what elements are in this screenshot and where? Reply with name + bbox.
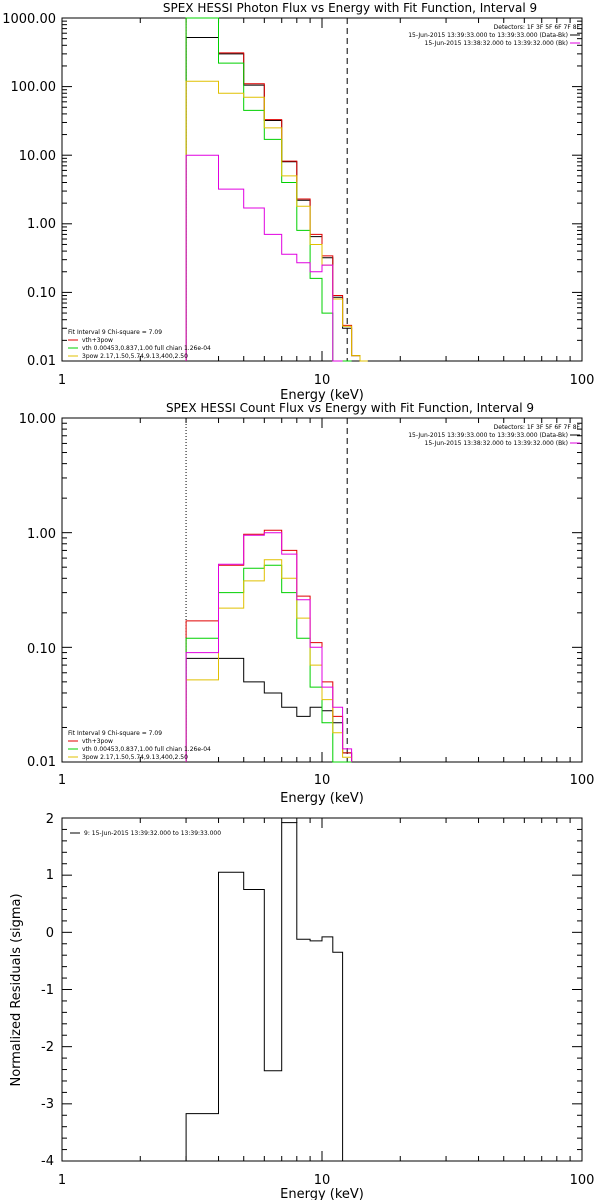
photon-fit-interval: Fit Interval 9 Chi-square = 7.09 [68,329,162,336]
count-header-detectors: Detectors: 1F 3F 5F 6F 7F 8F [494,424,581,431]
residuals-xtick-label: 10 [314,1173,331,1188]
photon-series-line-3 [185,80,368,362]
residuals-ytick-label: 0 [46,926,54,941]
photon-ytick-label: 1.00 [27,217,56,232]
photon-reference-lines [185,18,348,361]
photon-ytick-label: 0.01 [27,354,56,369]
count-series-line-4 [185,532,353,762]
count-fit-3pow: 3pow 2.17,1.50,5.74,9.13,400,2.50 [82,754,188,761]
residuals-ytick-label: -2 [41,1040,54,1055]
residuals-x-axis-label: Energy (keV) [280,1187,364,1200]
residuals-y-axis-label: Normalized Residuals (sigma) [9,893,24,1086]
photon-ytick-label: 0.10 [27,286,56,301]
count-series-group [185,529,353,763]
count-ytick-label: 1.00 [27,527,56,542]
count-xtick-label: 10 [314,773,331,788]
count-x-axis-label: Energy (keV) [280,791,364,806]
photon-series-line-4 [185,154,343,362]
photon-chart-title: SPEX HESSI Photon Flux vs Energy with Fi… [163,1,537,15]
count-series-line-0 [185,657,353,762]
photon-x-axis-label: Energy (keV) [280,388,364,403]
residuals-ytick-label: 2 [46,812,54,827]
residuals-series-group [185,822,344,1161]
photon-xtick-label: 100 [570,373,595,388]
count-ytick-label: 0.01 [27,755,56,770]
residuals-ytick-label: -3 [41,1097,54,1112]
photon-axis-ticks [61,17,582,362]
photon-ytick-label: 1000.00 [2,12,56,27]
photon-header-data-interval: 15-Jun-2015 13:39:33.000 to 13:39:33.000… [408,32,568,39]
count-ytick-label: 10.00 [19,412,56,427]
count-fit-model: vth+3pow [82,738,113,745]
count-fit-vth: vth 0.00453,0.837,1.00 full chian 1.26e-… [82,746,211,753]
residuals-panel: 1 10 100 Energy (keV) -4 -3 -2 -1 0 1 2 … [9,812,594,1200]
count-xtick-label: 100 [570,773,595,788]
photon-xtick-label: 1 [58,373,66,388]
count-header-data-interval: 15-Jun-2015 13:39:33.000 to 13:39:33.000… [408,432,568,439]
count-chart-title: SPEX HESSI Count Flux vs Energy with Fit… [166,401,534,415]
photon-header-bk-interval: 15-Jun-2015 13:38:32.000 to 13:39:32.000… [425,40,568,47]
residuals-series-line-0 [185,822,344,1161]
residuals-legend-label: 9: 15-Jun-2015 13:39:32.000 to 13:39:33.… [84,830,221,837]
photon-ytick-label: 10.00 [19,149,56,164]
count-xtick-label: 1 [58,773,66,788]
residuals-ytick-label: -1 [41,983,54,998]
count-header-bk-interval: 15-Jun-2015 13:38:32.000 to 13:39:32.000… [425,440,568,447]
count-flux-panel: SPEX HESSI Count Flux vs Energy with Fit… [19,401,595,806]
count-ytick-label: 0.10 [27,642,56,657]
residuals-axis-ticks [61,817,582,1162]
residuals-ytick-label: -4 [41,1154,54,1169]
photon-header-detectors: Detectors: 1F 3F 5F 6F 7F 8F [494,24,581,31]
count-fit-interval: Fit Interval 9 Chi-square = 7.09 [68,730,162,737]
photon-fit-3pow: 3pow 2.17,1.50,5.74,9.13,400,2.50 [82,353,188,360]
residuals-ytick-label: 1 [46,868,54,883]
residuals-plot-frame [61,817,583,1162]
residuals-xtick-label: 1 [58,1173,66,1188]
photon-fit-model: vth+3pow [82,337,113,344]
count-reference-lines [185,418,348,762]
photon-fit-vth: vth 0.00453,0.837,1.00 full chian 1.26e-… [82,345,211,352]
residuals-xtick-label: 100 [570,1173,595,1188]
count-series-line-2 [185,564,352,763]
photon-series-line-0 [185,37,361,361]
photon-series-group [185,17,368,362]
photon-series-line-2 [185,17,352,362]
count-series-line-3 [185,559,353,762]
photon-flux-panel: SPEX HESSI Photon Flux vs Energy with Fi… [2,1,594,403]
photon-series-line-1 [185,17,361,361]
photon-ytick-label: 100.00 [11,80,57,95]
photon-xtick-label: 10 [314,373,331,388]
